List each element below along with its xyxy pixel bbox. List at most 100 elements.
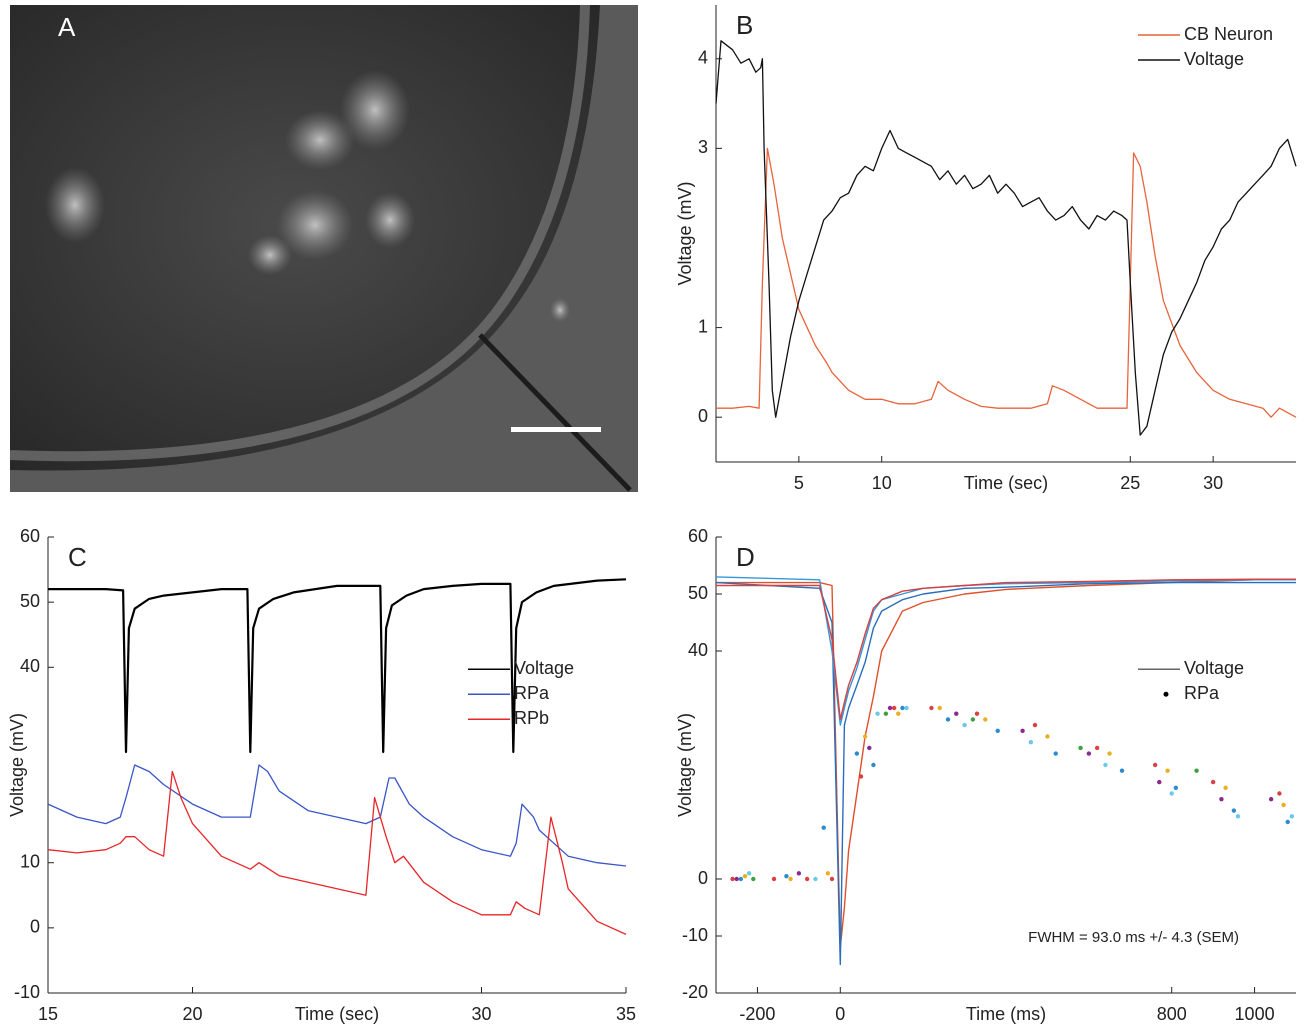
data-point (875, 712, 879, 716)
data-point (1054, 751, 1058, 755)
data-point (747, 871, 751, 875)
data-point (1170, 791, 1174, 795)
x-tick-label: 800 (1157, 1004, 1187, 1024)
data-point (751, 877, 755, 881)
data-point (996, 729, 1000, 733)
x-axis-label: Time (sec) (295, 1004, 379, 1024)
x-tick-label: 0 (835, 1004, 845, 1024)
data-point (1153, 763, 1157, 767)
panel-label: A (58, 12, 76, 42)
data-point (1078, 746, 1082, 750)
series-line (48, 765, 626, 866)
legend-label: RPa (1184, 683, 1220, 703)
data-point (1236, 814, 1240, 818)
y-tick-label: 10 (20, 851, 40, 871)
data-point (888, 706, 892, 710)
x-tick-label: 30 (1203, 473, 1223, 493)
data-point (892, 706, 896, 710)
data-point (1157, 780, 1161, 784)
data-point (1087, 751, 1091, 755)
data-point (1277, 791, 1281, 795)
x-axis-label: Time (sec) (964, 473, 1048, 493)
data-point (772, 877, 776, 881)
figure: A01345102530Time (sec)Voltage (mV)BCB Ne… (0, 0, 1306, 1028)
y-tick-label: 60 (688, 526, 708, 546)
y-tick-label: 40 (20, 656, 40, 676)
x-tick-label: 20 (182, 1004, 202, 1024)
y-axis-label: Voltage (mV) (7, 713, 27, 817)
trace-line (716, 583, 1296, 965)
x-tick-label: 15 (38, 1004, 58, 1024)
data-point (904, 706, 908, 710)
data-point (1211, 780, 1215, 784)
x-tick-label: 1000 (1235, 1004, 1275, 1024)
data-point (797, 871, 801, 875)
micrograph (10, 5, 638, 492)
panel-label: D (736, 542, 755, 572)
data-point (962, 723, 966, 727)
series-line (48, 772, 626, 935)
y-tick-label: -10 (14, 982, 40, 1002)
x-tick-label: -200 (739, 1004, 775, 1024)
x-tick-label: 25 (1120, 473, 1140, 493)
legend-label: RPa (514, 683, 550, 703)
data-point (1103, 763, 1107, 767)
data-point (1174, 786, 1178, 790)
y-tick-label: 60 (20, 526, 40, 546)
data-point (1165, 769, 1169, 773)
data-point (1033, 723, 1037, 727)
x-tick-label: 10 (872, 473, 892, 493)
y-axis-label: Voltage (mV) (675, 181, 695, 285)
y-tick-label: 50 (688, 583, 708, 603)
y-tick-label: -20 (682, 982, 708, 1002)
data-point (730, 877, 734, 881)
data-point (743, 874, 747, 878)
data-point (813, 877, 817, 881)
data-point (871, 763, 875, 767)
data-point (739, 877, 743, 881)
x-tick-label: 5 (794, 473, 804, 493)
data-point (788, 877, 792, 881)
legend-label: CB Neuron (1184, 24, 1273, 44)
data-point (1281, 803, 1285, 807)
y-axis-label: Voltage (mV) (675, 713, 695, 817)
legend-label: Voltage (1184, 658, 1244, 678)
y-tick-label: 0 (698, 868, 708, 888)
data-point (1029, 740, 1033, 744)
series-line (716, 148, 1296, 417)
data-point (830, 877, 834, 881)
legend-label: Voltage (514, 658, 574, 678)
y-tick-label: 4 (698, 48, 708, 68)
data-point (1223, 786, 1227, 790)
data-point (784, 874, 788, 878)
data-point (954, 712, 958, 716)
data-point (938, 706, 942, 710)
data-point (822, 826, 826, 830)
y-tick-label: 0 (30, 917, 40, 937)
data-point (1269, 797, 1273, 801)
data-point (735, 877, 739, 881)
data-point (929, 706, 933, 710)
x-tick-label: 30 (471, 1004, 491, 1024)
x-tick-label: 35 (616, 1004, 636, 1024)
trace-line (716, 580, 1296, 948)
data-point (900, 706, 904, 710)
data-point (946, 717, 950, 721)
data-point (805, 877, 809, 881)
y-tick-label: 1 (698, 316, 708, 336)
series-line (716, 41, 1296, 435)
legend-label: RPb (514, 708, 549, 728)
data-point (863, 734, 867, 738)
data-point (896, 712, 900, 716)
legend-label: Voltage (1184, 49, 1244, 69)
data-point (1286, 820, 1290, 824)
data-point (826, 871, 830, 875)
data-point (855, 751, 859, 755)
data-point (1290, 814, 1294, 818)
data-point (1020, 729, 1024, 733)
x-axis-label: Time (ms) (966, 1004, 1046, 1024)
data-point (1120, 769, 1124, 773)
data-point (1045, 734, 1049, 738)
panel-label: B (736, 10, 753, 40)
annotation: FWHM = 93.0 ms +/- 4.3 (SEM) (1028, 929, 1239, 946)
